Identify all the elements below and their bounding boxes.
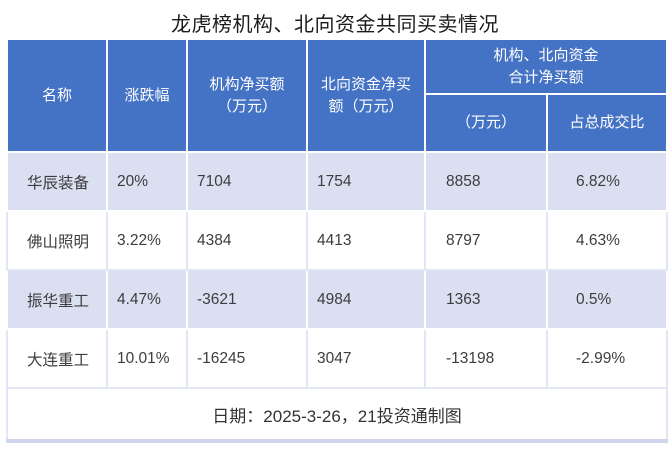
col-header-inst-net-buy-line1: 机构净买额 [209,75,285,93]
cell-combined-amount: 8797 [424,210,548,271]
col-header-combined-ratio: 占总成交比 [545,93,669,153]
cell-change: 4.47% [106,269,188,330]
cell-change: 10.01% [106,328,188,389]
col-header-combined-amount: （万元） [424,93,548,153]
cell-inst-net-buy: -3621 [186,269,308,330]
cell-change: 20% [106,151,188,212]
footer-row: 日期：2025-3-26，21投资通制图 [5,387,669,443]
cell-name: 振华重工 [6,269,108,330]
cell-name: 佛山照明 [6,210,108,271]
col-header-name: 名称 [6,38,108,153]
cell-combined-ratio: -2.99% [545,328,669,389]
cell-combined-ratio: 0.5% [545,269,669,330]
header-row-top: 名称 涨跌幅 机构净买额 （万元） 北向资金净买 额（万元） 机构、北向资金 合… [6,38,669,153]
table-row: 大连重工 10.01% -16245 3047 -13198 -2.99% [6,328,669,389]
table-footer: 日期：2025-3-26，21投资通制图 [5,387,669,443]
col-header-combined-line2: 合计净买额 [508,68,584,86]
cell-north-net-buy: 1754 [306,151,426,212]
cell-inst-net-buy: -16245 [186,328,308,389]
col-header-inst-net-buy-line2: （万元） [216,97,277,115]
table-body: 华辰装备 20% 7104 1754 8858 6.82% 佛山照明 3.22%… [6,151,669,389]
col-header-combined-line1: 机构、北向资金 [493,46,599,64]
cell-combined-amount: -13198 [424,328,548,389]
cell-north-net-buy: 4413 [306,210,426,271]
col-header-combined-group: 机构、北向资金 合计净买额 [423,38,669,95]
cell-north-net-buy: 4984 [306,269,426,330]
table-row: 振华重工 4.47% -3621 4984 1363 0.5% [6,269,669,330]
cell-name: 华辰装备 [6,151,108,212]
col-header-north-net-buy: 北向资金净买 额（万元） [306,38,426,153]
cell-combined-ratio: 4.63% [545,210,669,271]
cell-name: 大连重工 [6,328,108,389]
cell-combined-amount: 1363 [424,269,548,330]
col-header-change: 涨跌幅 [106,38,188,153]
col-header-north-net-buy-line2: 额（万元） [328,97,404,115]
header-row-sub: （万元） 占总成交比 [7,93,669,153]
cell-combined-ratio: 6.82% [545,151,669,212]
table-row: 佛山照明 3.22% 4384 4413 8797 4.63% [6,210,669,271]
table-row: 华辰装备 20% 7104 1754 8858 6.82% [6,151,669,212]
table-header: 名称 涨跌幅 机构净买额 （万元） 北向资金净买 额（万元） 机构、北向资金 合… [6,38,669,153]
data-table: 名称 涨跌幅 机构净买额 （万元） 北向资金净买 额（万元） 机构、北向资金 合… [5,38,669,443]
cell-inst-net-buy: 4384 [186,210,308,271]
page-title: 龙虎榜机构、北向资金共同买卖情况 [171,14,499,36]
cell-change: 3.22% [106,210,188,271]
cell-north-net-buy: 3047 [306,328,426,389]
footer-note: 日期：2025-3-26，21投资通制图 [5,387,669,443]
col-header-inst-net-buy: 机构净买额 （万元） [186,38,308,153]
cell-inst-net-buy: 7104 [186,151,308,212]
cell-combined-amount: 8858 [424,151,548,212]
col-header-north-net-buy-line1: 北向资金净买 [320,75,411,93]
